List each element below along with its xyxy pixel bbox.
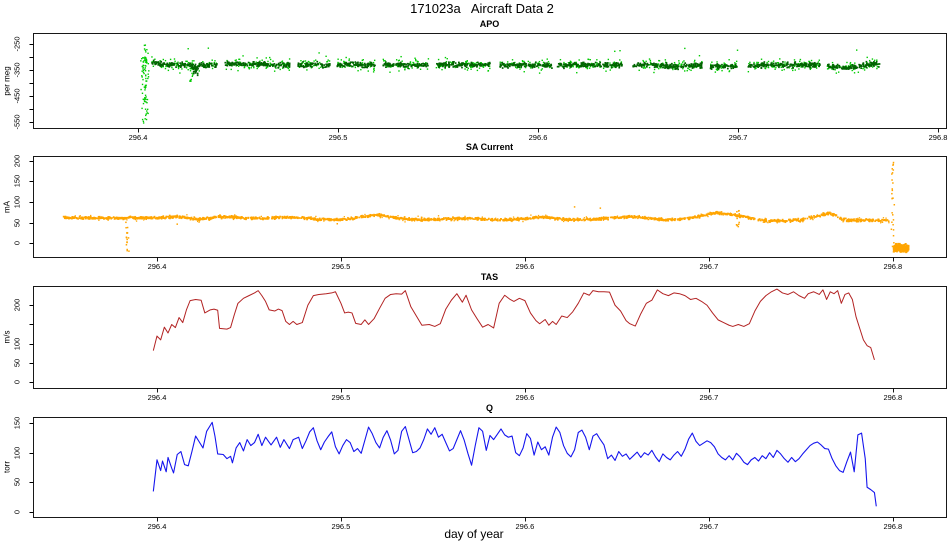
y-axis-unit-tas: m/s xyxy=(2,330,12,344)
apo-ytick-label: -350 xyxy=(12,62,22,78)
q-xtick-label: 296.4 xyxy=(147,522,167,531)
apo-ytick-label: -550 xyxy=(12,114,22,130)
sa-xtick-label: 296.6 xyxy=(515,262,535,271)
apo-xtick-label: 296.7 xyxy=(728,133,748,142)
apo-xtick-label: 296.8 xyxy=(928,133,948,142)
sa-ytick-label: 50 xyxy=(12,218,22,227)
apo-ytick-label: -450 xyxy=(12,88,22,104)
tas-ytick-label: 200 xyxy=(12,298,22,312)
tas-xtick-label: 296.4 xyxy=(147,393,167,402)
sa-ytick-label: 200 xyxy=(12,154,22,168)
y-axis-unit-sa: mA xyxy=(2,200,12,213)
panel-title-q: Q xyxy=(485,403,494,413)
apo-xtick-label: 296.6 xyxy=(528,133,548,142)
sa-xtick-label: 296.8 xyxy=(883,262,903,271)
q-xtick-label: 296.6 xyxy=(515,522,535,531)
chart-title: 171023a Aircraft Data 2 xyxy=(410,1,554,16)
apo-xtick-label: 296.5 xyxy=(328,133,348,142)
panel-title-sa: SA Current xyxy=(465,142,514,152)
q-xtick-label: 296.8 xyxy=(883,522,903,531)
q-ytick-label: 150 xyxy=(12,416,22,430)
sa-ytick-label: 0 xyxy=(12,240,22,246)
q-xtick-label: 296.5 xyxy=(331,522,351,531)
sa-xtick-label: 296.4 xyxy=(147,262,167,271)
tas-ytick-label: 0 xyxy=(12,380,22,385)
tas-ytick-label: 100 xyxy=(12,337,22,350)
tas-xtick-label: 296.8 xyxy=(883,393,903,402)
apo-ytick-label: -250 xyxy=(12,36,22,52)
sa-xtick-label: 296.5 xyxy=(331,262,351,271)
y-axis-unit-apo: per meg xyxy=(2,65,12,96)
q-ytick-label: 100 xyxy=(12,446,22,459)
panel-title-apo: APO xyxy=(479,19,500,29)
q-xtick-label: 296.7 xyxy=(699,522,719,531)
tas-xtick-label: 296.7 xyxy=(699,393,719,402)
x-axis-label: day of year xyxy=(444,527,504,541)
panel-title-tas: TAS xyxy=(480,272,499,282)
sa-xtick-label: 296.7 xyxy=(699,262,719,271)
tas-xtick-label: 296.5 xyxy=(331,393,351,402)
apo-xtick-label: 296.4 xyxy=(128,133,148,142)
sa-ytick-label: 100 xyxy=(12,195,22,209)
y-axis-unit-q: torr xyxy=(2,461,12,473)
sa-ytick-label: 150 xyxy=(12,175,22,188)
tas-xtick-label: 296.6 xyxy=(515,393,535,402)
tas-ytick-label: 50 xyxy=(12,358,22,368)
q-ytick-label: 0 xyxy=(12,510,22,515)
q-ytick-label: 50 xyxy=(12,478,22,487)
